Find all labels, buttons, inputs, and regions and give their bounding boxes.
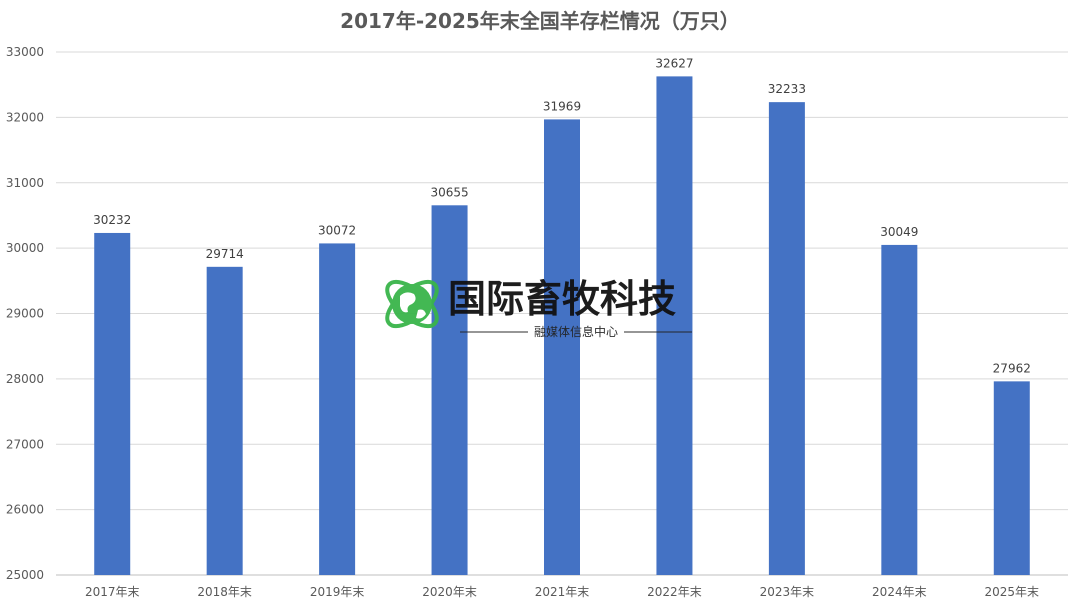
x-tick-label: 2021年末 <box>535 585 590 599</box>
watermark-subtitle: 融媒体信息中心 <box>534 324 618 339</box>
y-tick-label: 33000 <box>6 45 44 59</box>
y-tick-label: 25000 <box>6 568 44 582</box>
data-label: 32233 <box>768 82 806 96</box>
data-label: 30655 <box>430 185 468 199</box>
data-label: 30232 <box>93 213 131 227</box>
y-tick-label: 28000 <box>6 372 44 386</box>
x-tick-label: 2018年末 <box>197 585 252 599</box>
y-tick-label: 29000 <box>6 307 44 321</box>
chart-title: 2017年-2025年末全国羊存栏情况（万只） <box>340 9 740 33</box>
bar <box>206 266 243 575</box>
y-tick-label: 30000 <box>6 241 44 255</box>
x-tick-label: 2017年末 <box>85 585 140 599</box>
x-axis-ticks: 2017年末 2018年末 2019年末 2020年末 2021年末 2022年末 2023… <box>85 585 1039 599</box>
y-tick-label: 26000 <box>6 503 44 517</box>
y-tick-label: 31000 <box>6 176 44 190</box>
x-tick-label: 2023年末 <box>760 585 815 599</box>
data-label: 27962 <box>993 361 1031 375</box>
bars <box>94 76 1030 576</box>
x-tick-label: 2022年末 <box>647 585 702 599</box>
bar <box>656 76 693 575</box>
y-tick-label: 27000 <box>6 437 44 451</box>
x-tick-label: 2024年末 <box>872 585 927 599</box>
bar <box>431 205 468 575</box>
bar <box>881 244 918 575</box>
bar <box>94 232 131 575</box>
x-tick-label: 2020年末 <box>422 585 477 599</box>
bar <box>768 102 805 575</box>
data-label: 32627 <box>655 56 693 70</box>
data-label: 30072 <box>318 223 356 237</box>
data-label: 29714 <box>206 247 244 261</box>
x-tick-label: 2025年末 <box>985 585 1040 599</box>
bar <box>319 243 356 575</box>
globe-icon <box>385 279 439 329</box>
data-label: 30049 <box>880 225 918 239</box>
x-tick-label: 2019年末 <box>310 585 365 599</box>
watermark-title: 国际畜牧科技 <box>448 277 676 321</box>
y-axis-ticks: 25000 26000 27000 28000 29000 30000 31000 32000… <box>6 45 44 582</box>
bar <box>544 119 580 576</box>
data-label: 31969 <box>543 99 581 113</box>
bar <box>993 381 1030 575</box>
watermark: 国际畜牧科技 融媒体信息中心 <box>385 277 692 339</box>
data-labels: 30232 29714 30072 30655 31969 32627 32233 30049… <box>93 56 1031 375</box>
y-tick-label: 32000 <box>6 110 44 124</box>
